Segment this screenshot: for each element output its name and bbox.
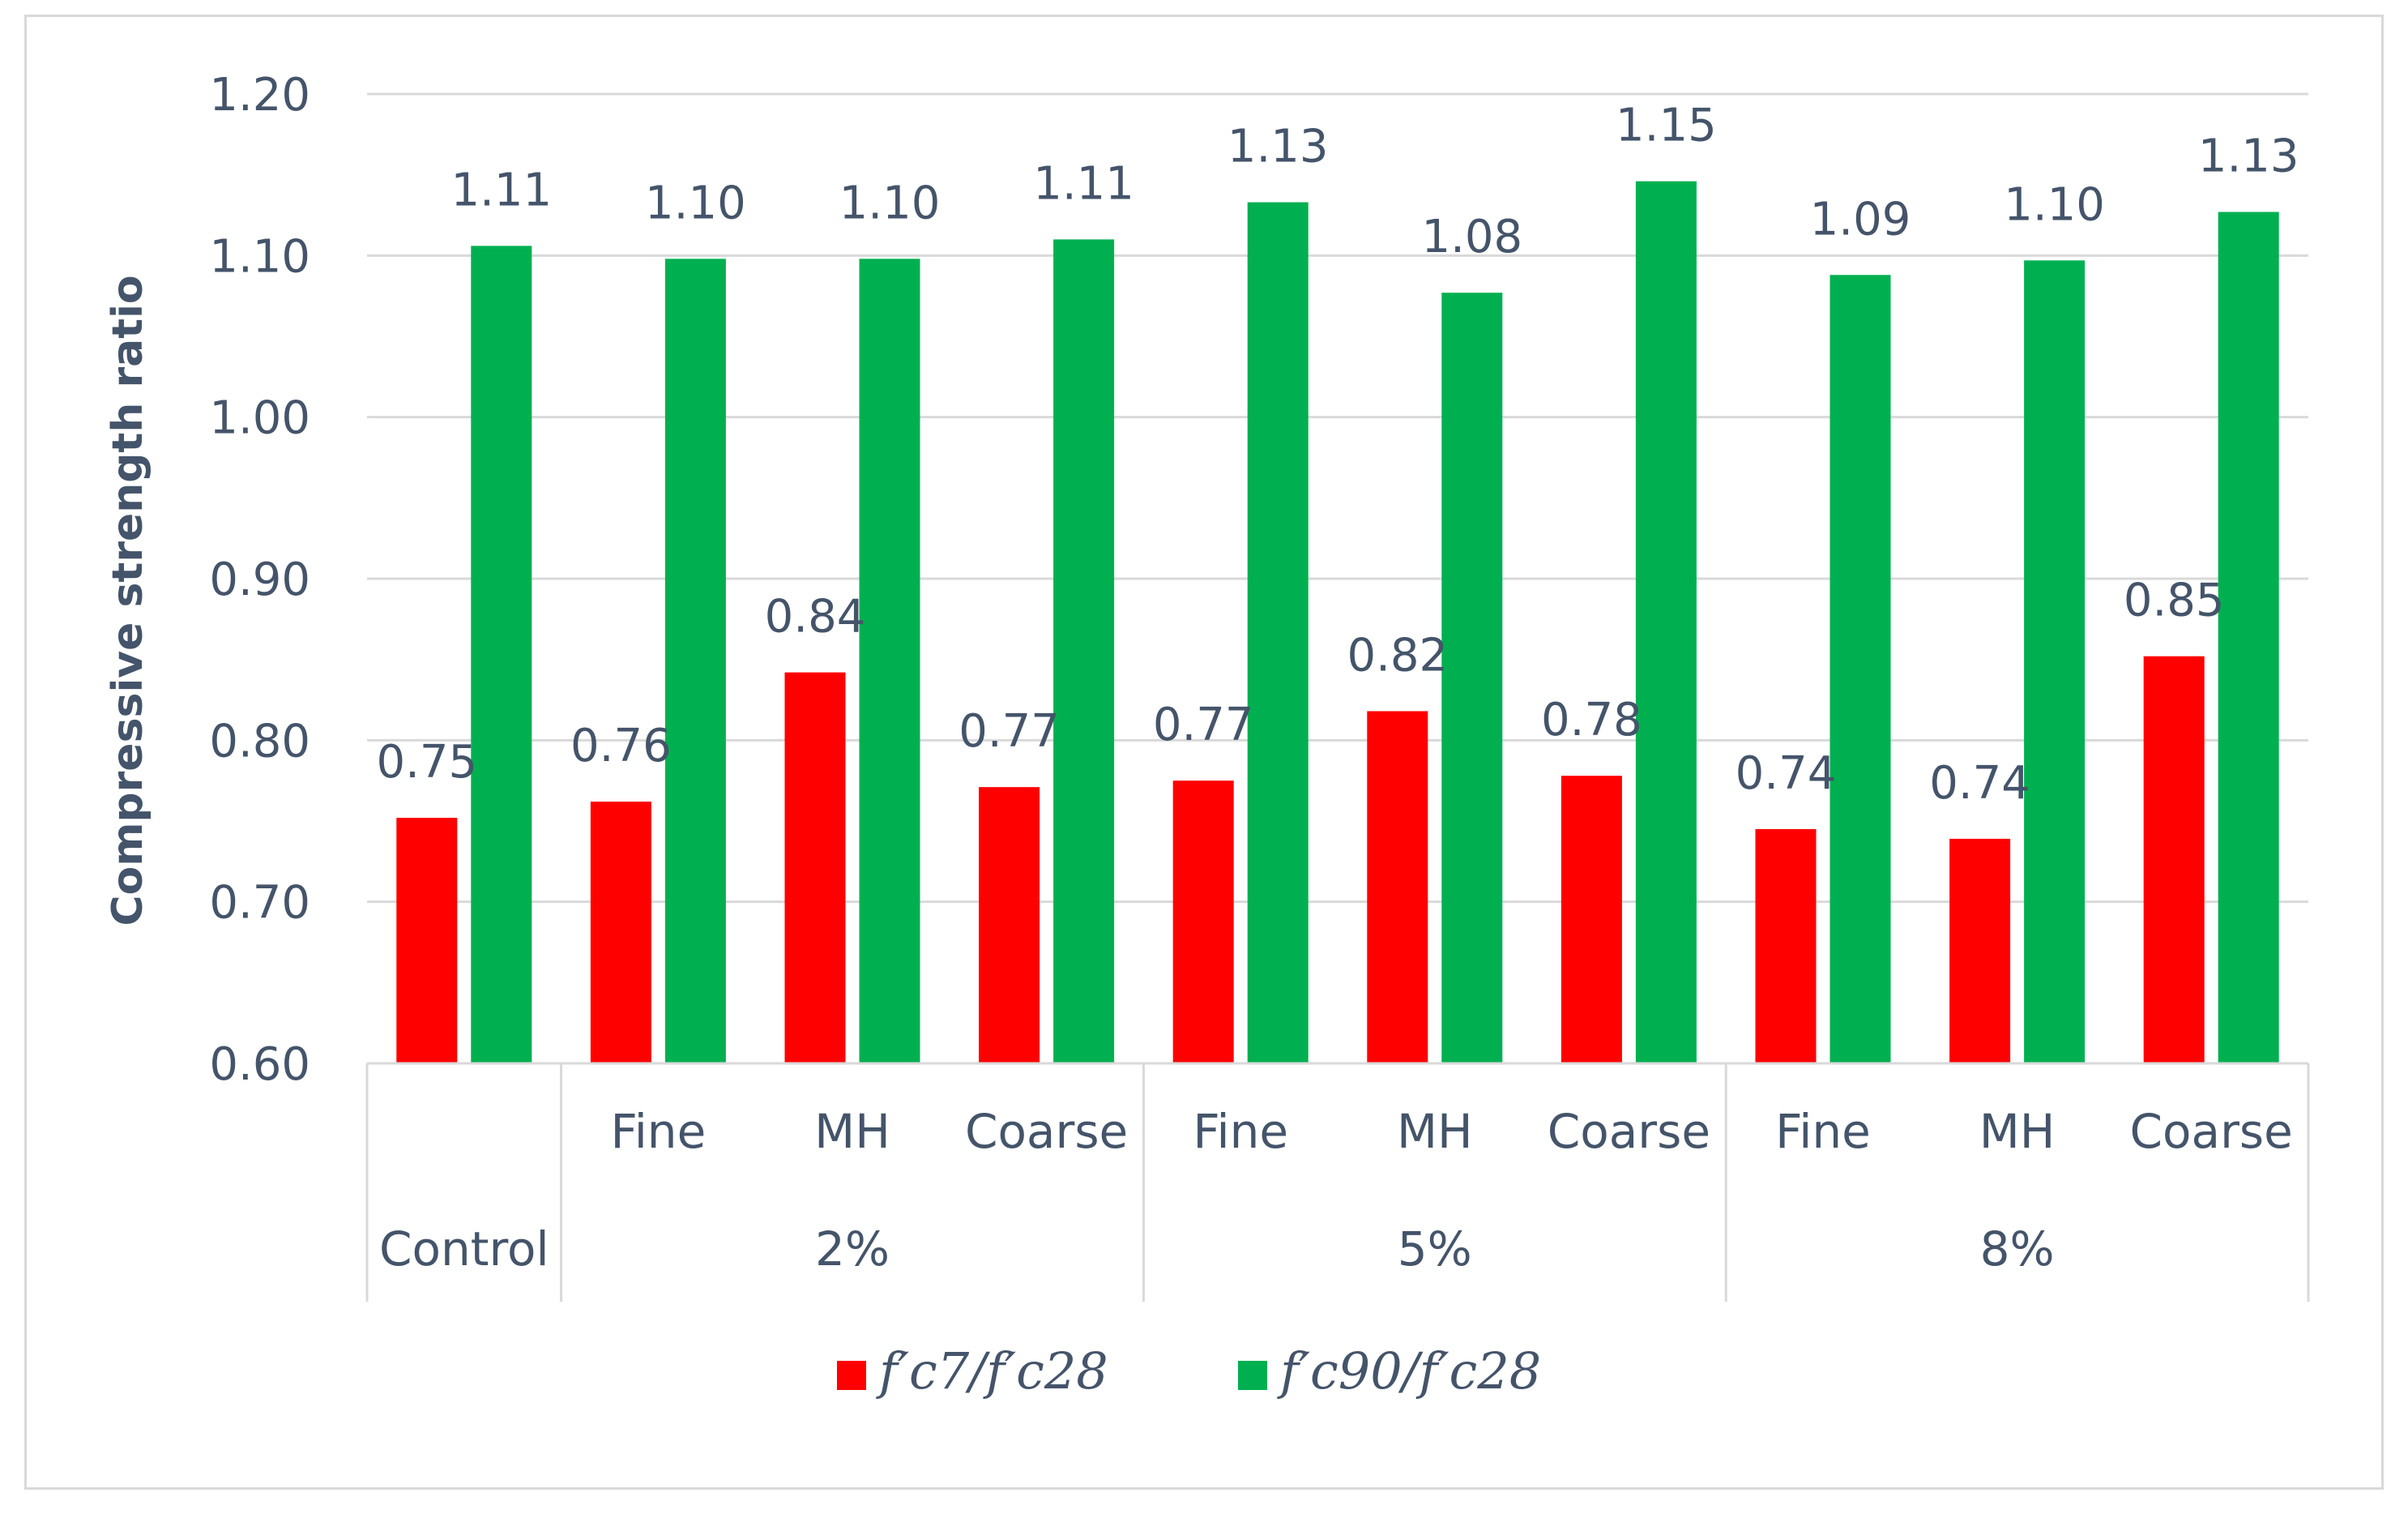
y-tick-label: 0.80 xyxy=(209,715,310,768)
data-label: 1.08 xyxy=(1421,211,1522,263)
bar-f7-4 xyxy=(1172,781,1234,1063)
data-labels: 0.75 0.76 0.84 0.77 0.77 0.82 0.78 0.74 0.74 0.85… xyxy=(376,100,2299,810)
category-label: MH xyxy=(1397,1104,1473,1159)
data-label: 0.78 xyxy=(1541,694,1642,746)
group-label: 8% xyxy=(1980,1221,2055,1277)
category-label: Coarse xyxy=(1548,1104,1710,1159)
chart-frame: 0.75 0.76 0.84 0.77 0.77 0.82 0.78 0.74 0.74 0.85… xyxy=(24,15,2384,1490)
bar-f7-3 xyxy=(979,787,1040,1063)
y-tick-label: 1.10 xyxy=(209,230,310,283)
data-label: 1.10 xyxy=(645,177,746,229)
category-label: MH xyxy=(1979,1104,2056,1159)
bar-f7-5 xyxy=(1367,711,1428,1063)
data-label: 0.77 xyxy=(1153,699,1254,751)
bar-f7-1 xyxy=(590,802,651,1063)
data-label: 1.15 xyxy=(1616,100,1717,152)
data-label: 1.11 xyxy=(450,164,552,216)
data-label: 1.09 xyxy=(1810,193,1911,246)
y-tick-label: 1.00 xyxy=(209,392,310,445)
category-label: Coarse xyxy=(965,1104,1128,1159)
category-label: MH xyxy=(814,1104,890,1159)
data-label: 0.74 xyxy=(1736,747,1837,800)
legend-swatch xyxy=(837,1361,866,1390)
bar-f90-8 xyxy=(2024,260,2086,1063)
data-label: 0.85 xyxy=(2124,575,2225,627)
bar-f90-4 xyxy=(1247,202,1309,1063)
data-label: 1.10 xyxy=(2004,178,2105,231)
axes: 0.60 0.70 0.80 0.90 1.00 1.10 1.20 Fine MH Coarse… xyxy=(209,69,2310,1302)
data-label: 0.74 xyxy=(1929,757,2030,810)
data-label: 1.11 xyxy=(1033,157,1134,210)
group-label: 5% xyxy=(1398,1221,1472,1277)
bar-f7-8 xyxy=(1949,838,2011,1063)
bar-f90-7 xyxy=(1829,275,1891,1064)
data-label: 1.13 xyxy=(1227,121,1329,173)
y-axis-title: Compressive strength ratio xyxy=(104,275,152,926)
data-label: 1.10 xyxy=(839,177,941,229)
legend-label: f′c90/f′c28 xyxy=(1277,1341,1541,1401)
group-label: 2% xyxy=(815,1221,890,1277)
data-label: 0.84 xyxy=(765,591,866,644)
bar-f90-9 xyxy=(2218,212,2279,1064)
y-tick-label: 1.20 xyxy=(209,69,310,122)
category-label: Coarse xyxy=(2130,1104,2293,1159)
y-tick-label: 0.70 xyxy=(209,877,310,930)
bar-f7-2 xyxy=(784,672,846,1063)
legend-swatch xyxy=(1238,1361,1267,1390)
bar-f90-6 xyxy=(1635,181,1697,1063)
y-tick-label: 0.90 xyxy=(209,554,310,606)
bar-f7-6 xyxy=(1561,776,1622,1063)
legend: f′c7/f′c28 f′c90/f′c28 xyxy=(837,1341,1541,1401)
bars xyxy=(396,181,2279,1064)
bar-f90-3 xyxy=(1053,239,1115,1063)
bar-f90-0 xyxy=(471,246,532,1064)
bar-f90-2 xyxy=(859,259,920,1063)
data-label: 1.13 xyxy=(2198,130,2299,183)
bar-f7-0 xyxy=(396,818,458,1063)
group-label: Control xyxy=(379,1221,549,1277)
bar-f90-5 xyxy=(1441,293,1503,1063)
bar-f90-1 xyxy=(664,259,726,1063)
category-label: Fine xyxy=(611,1104,707,1159)
bar-f7-7 xyxy=(1755,828,1817,1063)
category-label: Fine xyxy=(1193,1104,1288,1159)
data-label: 0.77 xyxy=(959,705,1060,758)
data-label: 0.82 xyxy=(1347,629,1448,682)
legend-label: f′c7/f′c28 xyxy=(876,1341,1108,1401)
bar-f7-9 xyxy=(2143,656,2205,1063)
category-label: Fine xyxy=(1775,1104,1871,1159)
y-tick-label: 0.60 xyxy=(209,1038,310,1091)
data-label: 0.75 xyxy=(376,736,477,789)
chart-svg: 0.75 0.76 0.84 0.77 0.77 0.82 0.78 0.74 0.74 0.85… xyxy=(104,69,2310,1401)
data-label: 0.76 xyxy=(570,720,672,772)
